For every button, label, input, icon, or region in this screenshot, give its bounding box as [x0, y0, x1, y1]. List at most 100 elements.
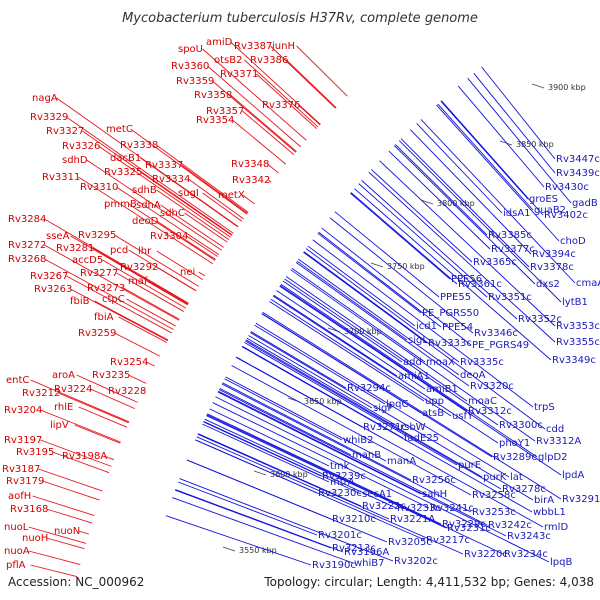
leader-line-forward	[230, 94, 297, 152]
leader-line-forward	[244, 59, 319, 128]
leader-line-reverse	[350, 192, 458, 285]
kbp-label: 3650 kbp	[304, 397, 342, 406]
leader-line-forward	[267, 163, 279, 174]
gene-label-reverse: Rv3294c	[347, 383, 391, 394]
gene-label-forward: aofH	[8, 491, 31, 502]
kbp-tick	[531, 83, 545, 89]
leader-line-forward	[44, 258, 174, 331]
leader-line-reverse	[224, 378, 343, 441]
leader-line-reverse	[212, 402, 430, 509]
leader-line-forward	[202, 48, 307, 141]
leader-line-forward	[184, 212, 228, 243]
leader-line-forward	[30, 379, 130, 423]
leader-line-reverse	[245, 340, 502, 490]
gene-label-forward: pcd	[110, 245, 128, 256]
kbp-label: 3850 kbp	[516, 140, 554, 149]
gene-label-reverse: secA1	[362, 489, 392, 500]
leader-line-reverse	[409, 129, 532, 255]
gene-label-forward: sseA	[46, 231, 70, 242]
leader-line-reverse	[296, 260, 408, 341]
leader-line-forward	[52, 451, 110, 474]
gene-label-forward: nagA	[32, 93, 58, 104]
leader-line-forward	[78, 176, 214, 265]
gene-label-reverse: moaX	[426, 357, 455, 368]
leader-line-forward	[28, 550, 81, 566]
kbp-label: 3800 kbp	[437, 199, 475, 208]
leader-line-forward	[232, 119, 287, 165]
leader-line-forward	[202, 192, 243, 222]
leader-line-forward	[118, 316, 168, 343]
leader-line-reverse	[481, 66, 556, 160]
gene-label-reverse: lpqC	[386, 399, 408, 410]
gene-label-reverse: Rv3361c	[458, 279, 502, 290]
gene-label-reverse: Rv3346c	[474, 328, 518, 339]
gene-label-forward: Rv3273	[87, 283, 125, 294]
leader-line-forward	[66, 275, 173, 334]
gene-label-reverse: deoA	[460, 370, 486, 381]
leader-line-reverse	[284, 278, 499, 426]
leader-line-reverse	[246, 337, 400, 428]
leader-line-reverse	[329, 217, 474, 334]
leader-line-reverse	[203, 421, 362, 495]
gene-label-forward: Rv3329	[30, 112, 68, 123]
leader-line-reverse	[285, 276, 468, 402]
leader-line-forward	[256, 73, 317, 129]
leader-line-reverse	[179, 478, 394, 562]
leader-line-reverse	[400, 138, 530, 268]
leader-line-forward	[92, 247, 189, 305]
leader-line-reverse	[467, 77, 572, 204]
leader-line-reverse	[317, 232, 422, 314]
gene-label-reverse: lat	[510, 472, 523, 483]
gene-label-reverse: amiB1	[426, 384, 458, 395]
gene-label-reverse: birA	[534, 495, 554, 506]
gene-label-reverse: Rv3278c	[502, 484, 546, 495]
gene-label-reverse: Rv3222c	[362, 501, 406, 512]
leader-line-forward	[142, 389, 145, 392]
gene-label-reverse: Rv3271c	[363, 422, 407, 433]
leader-line-forward	[156, 220, 216, 260]
leader-line-reverse	[231, 365, 472, 496]
leader-line-reverse	[279, 284, 468, 412]
gene-label-forward: amiD	[206, 37, 233, 48]
gene-label-reverse: Rv3430c	[545, 182, 589, 193]
gene-label-reverse: icd1	[416, 321, 437, 332]
gene-label-reverse: trpS	[534, 402, 555, 413]
gene-label-reverse: idsA1	[503, 208, 531, 219]
gene-label-forward: Rv3334	[152, 174, 190, 185]
gene-label-forward: nuoL	[4, 522, 29, 533]
gene-label-reverse: purK	[483, 472, 507, 483]
leader-line-reverse	[174, 489, 332, 549]
gene-label-forward: otsB2	[214, 55, 242, 66]
leader-line-reverse	[248, 335, 373, 409]
gene-label-reverse: Rv3242c	[488, 520, 532, 531]
leader-line-forward	[116, 186, 220, 256]
gene-label-reverse: Rv3353c	[556, 321, 600, 332]
gene-label-forward: Rv3277	[80, 268, 118, 279]
leader-line-reverse	[388, 150, 491, 250]
gene-label-reverse: Rv3394c	[532, 249, 576, 260]
gene-label-reverse: PPE55	[440, 292, 471, 303]
gene-label-forward: Rv3342	[232, 175, 270, 186]
gene-label-forward: Rv3187	[2, 464, 40, 475]
leader-line-reverse	[202, 423, 330, 483]
leader-line-reverse	[255, 322, 510, 478]
gene-label-reverse: dxs2	[536, 279, 560, 290]
gene-label-reverse: Rv3355c	[556, 337, 600, 348]
leader-line-forward	[188, 178, 244, 220]
gene-label-reverse: phoY1	[499, 438, 530, 449]
gene-label-reverse: lytB1	[562, 297, 588, 308]
gene-label-reverse: Rv3320c	[470, 381, 514, 392]
gene-label-reverse: Rv3233c	[397, 503, 441, 514]
leader-line-forward	[74, 424, 121, 444]
leader-line-reverse	[436, 104, 560, 242]
gene-label-forward: Rv3268	[8, 254, 46, 265]
gene-label-reverse: fadE25	[404, 433, 439, 444]
gene-label-reverse: Rv3289c	[493, 452, 537, 463]
label-leader-lines	[28, 41, 576, 578]
gene-label-forward: aroA	[52, 370, 75, 381]
leader-line-reverse	[204, 418, 397, 509]
leader-line-reverse	[394, 144, 488, 236]
gene-label-reverse: Rv3300c	[499, 420, 543, 431]
leader-line-reverse	[244, 342, 458, 466]
leader-line-forward	[146, 280, 188, 306]
